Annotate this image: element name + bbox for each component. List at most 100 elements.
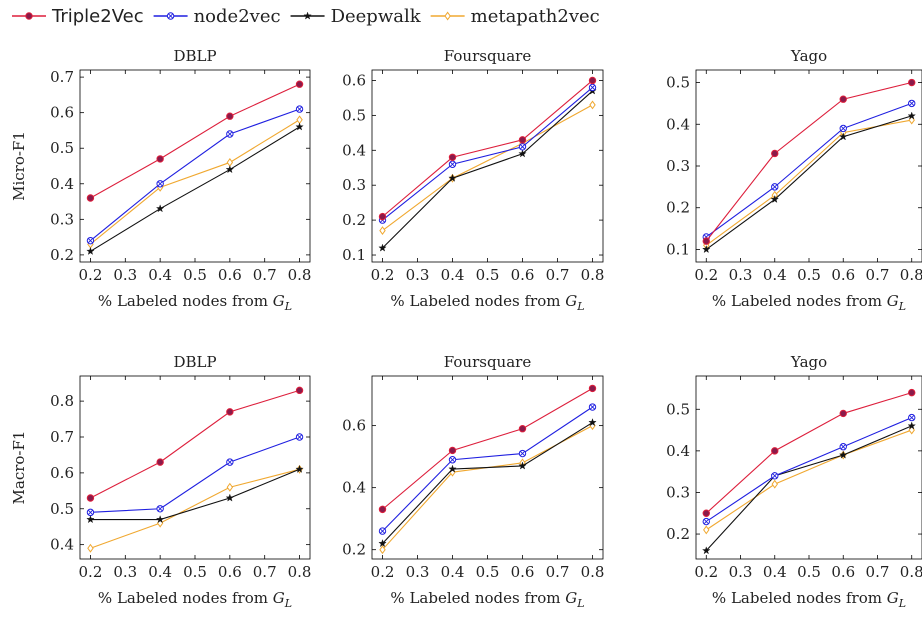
y-tick-label: 0.3 <box>50 210 74 228</box>
data-point <box>226 112 234 120</box>
data-point <box>839 450 848 459</box>
x-tick-label: 0.6 <box>831 266 855 284</box>
y-tick-label: 0.4 <box>342 141 366 159</box>
x-tick-label: 0.8 <box>900 266 922 284</box>
data-point <box>518 461 527 470</box>
data-point <box>86 246 95 255</box>
series-line <box>705 392 912 514</box>
x-tick-label: 0.4 <box>441 563 465 581</box>
legend-entry-deepwalk: Deepwalk <box>290 6 422 27</box>
data-point <box>295 433 304 441</box>
series-triple2vec <box>378 76 597 221</box>
data-point <box>378 212 387 221</box>
y-tick-label: 0.5 <box>50 500 74 518</box>
data-point <box>295 105 304 113</box>
data-point <box>295 122 304 131</box>
data-point <box>702 509 710 517</box>
y-tick-label: 0.5 <box>666 74 690 92</box>
data-point <box>379 545 386 555</box>
data-point <box>518 136 527 144</box>
series-triple2vec <box>702 388 916 517</box>
x-tick-label: 0.4 <box>148 266 172 284</box>
chart-title: DBLP <box>173 353 216 371</box>
series-line <box>382 406 593 532</box>
data-point <box>156 180 164 188</box>
plot-frame <box>79 375 311 560</box>
y-tick-label: 0.4 <box>50 175 74 193</box>
chart-title: Yago <box>790 353 827 371</box>
y-tick-label: 0.2 <box>666 525 690 543</box>
data-point <box>703 525 710 535</box>
data-point <box>86 194 95 202</box>
series-line <box>705 425 912 552</box>
series-line <box>90 468 300 549</box>
series-line <box>90 83 300 199</box>
data-point <box>702 546 711 555</box>
chart-grid: DBLP 0.2 0.3 0.4 0.5 0.6 0.7 0.8 0.2 0.3 0.4 0.5 0.6… <box>10 47 922 610</box>
data-point <box>448 464 457 473</box>
x-tick-label: 0.8 <box>288 563 312 581</box>
x-tick-label: 0.8 <box>900 563 922 581</box>
x-tick-label: 0.3 <box>729 266 753 284</box>
data-point <box>448 446 457 455</box>
data-point <box>702 237 710 245</box>
series-deepwalk <box>86 464 304 524</box>
data-point <box>518 425 527 433</box>
y-tick-label: 0.4 <box>342 479 366 497</box>
chart-2: Foursquare 0.2 0.3 0.4 0.5 0.6 0.7 0.8 0.1 0.2 0.3… <box>342 47 604 313</box>
series-metapath2vec <box>703 425 915 535</box>
x-axis-label: % Labeled nodes from GL <box>98 589 292 610</box>
series-line <box>382 104 593 232</box>
data-point <box>588 76 597 85</box>
series-deepwalk <box>378 418 597 548</box>
x-tick-label: 0.2 <box>694 266 718 284</box>
legend-label: Deepwalk <box>331 6 422 27</box>
data-point <box>226 458 234 466</box>
x-tick-label: 0.3 <box>406 266 430 284</box>
chart-1: DBLP 0.2 0.3 0.4 0.5 0.6 0.7 0.8 0.2 0.3 0.4 0.5 0.6… <box>10 47 311 313</box>
chart-title: DBLP <box>173 47 216 65</box>
data-point <box>226 408 234 416</box>
y-tick-label: 0.1 <box>666 240 690 258</box>
x-tick-label: 0.5 <box>797 563 821 581</box>
series-node2vec <box>86 433 304 517</box>
x-tick-label: 0.6 <box>218 563 242 581</box>
plot-frame <box>695 375 922 560</box>
data-point <box>295 386 304 395</box>
data-point <box>839 132 848 141</box>
data-point <box>518 449 527 458</box>
y-axis-label: Macro-F1 <box>10 431 28 505</box>
x-tick-label: 0.6 <box>511 563 535 581</box>
data-point <box>86 508 95 517</box>
data-point <box>907 111 916 120</box>
data-point <box>908 388 916 397</box>
series-triple2vec <box>86 386 304 502</box>
data-point <box>225 165 235 174</box>
legend-label: node2vec <box>194 6 281 27</box>
data-point <box>839 95 847 103</box>
x-tick-label: 0.3 <box>406 563 430 581</box>
y-tick-label: 0.6 <box>50 464 74 482</box>
series-line <box>90 389 300 499</box>
x-tick-label: 0.2 <box>79 563 103 581</box>
x-tick-label: 0.6 <box>511 266 535 284</box>
data-point <box>448 160 457 168</box>
series-line <box>90 119 300 245</box>
series-line <box>705 115 912 250</box>
data-point <box>378 527 387 535</box>
data-point <box>378 243 387 252</box>
data-point <box>378 539 387 548</box>
y-tick-label: 0.2 <box>342 211 366 229</box>
x-tick-label: 0.5 <box>183 563 207 581</box>
series-node2vec <box>702 99 916 241</box>
data-point <box>86 515 95 524</box>
data-point <box>771 472 779 480</box>
data-point <box>378 505 387 514</box>
series-metapath2vec <box>379 421 596 555</box>
series-triple2vec <box>378 384 597 514</box>
data-point <box>379 226 386 236</box>
y-axis-label: Micro-F1 <box>10 131 28 201</box>
legend-label: Triple2Vec <box>51 6 144 27</box>
y-tick-label: 0.2 <box>50 246 74 264</box>
data-point <box>226 482 234 492</box>
